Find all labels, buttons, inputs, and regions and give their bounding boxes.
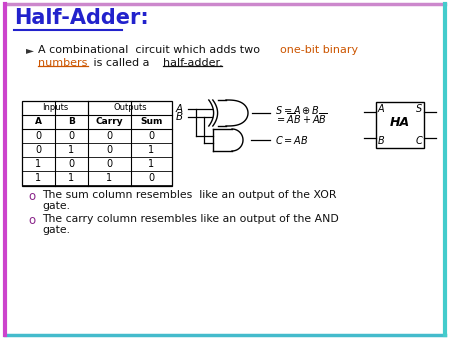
Text: S: S [416,104,422,114]
Text: A: A [176,104,183,114]
Text: is called a: is called a [90,58,153,68]
Text: Inputs: Inputs [42,103,68,113]
Text: 1: 1 [36,159,41,169]
Text: 1: 1 [148,145,154,155]
Text: 0: 0 [68,131,75,141]
Text: The sum column resembles  like an output of the XOR: The sum column resembles like an output … [42,190,337,200]
Text: 0: 0 [68,159,75,169]
Text: 0: 0 [36,145,41,155]
Bar [22,101,172,186]
Text: 1: 1 [36,173,41,183]
Text: $= \overline{A}B+A\overline{B}$: $= \overline{A}B+A\overline{B}$ [275,112,328,126]
Text: o: o [28,190,36,203]
Text: 1: 1 [107,173,112,183]
Text: 0: 0 [107,131,112,141]
Text: HA: HA [390,116,410,128]
Text: A combinational  circuit which adds two: A combinational circuit which adds two [38,45,264,55]
Text: 0: 0 [107,159,112,169]
Text: B: B [176,112,183,122]
Text: numbers: numbers [38,58,87,68]
Text: A: A [35,118,42,126]
Text: Outputs: Outputs [113,103,147,113]
Bar [376,102,424,148]
Text: 1: 1 [68,173,75,183]
Text: o: o [28,214,36,227]
Text: 1: 1 [68,145,75,155]
Text: gate.: gate. [42,201,70,211]
Text: half-adder.: half-adder. [163,58,223,68]
Text: $S = A \oplus B$: $S = A \oplus B$ [275,104,320,116]
Text: 0: 0 [148,131,154,141]
Text: gate.: gate. [42,225,70,235]
Text: A: A [378,104,384,114]
Text: B: B [68,118,75,126]
Text: 0: 0 [107,145,112,155]
Text: 1: 1 [148,159,154,169]
Text: The carry column resembles like an output of the AND: The carry column resembles like an outpu… [42,214,339,224]
Text: one-bit binary: one-bit binary [280,45,358,55]
Text: 0: 0 [148,173,154,183]
Text: Half-Adder:: Half-Adder: [14,8,149,28]
Text: B: B [378,136,384,146]
Text: C: C [416,136,423,146]
Text: $C = AB$: $C = AB$ [275,134,309,146]
Text: 0: 0 [36,131,41,141]
Text: Sum: Sum [140,118,163,126]
Text: Carry: Carry [96,118,123,126]
Text: ►: ► [26,45,34,55]
